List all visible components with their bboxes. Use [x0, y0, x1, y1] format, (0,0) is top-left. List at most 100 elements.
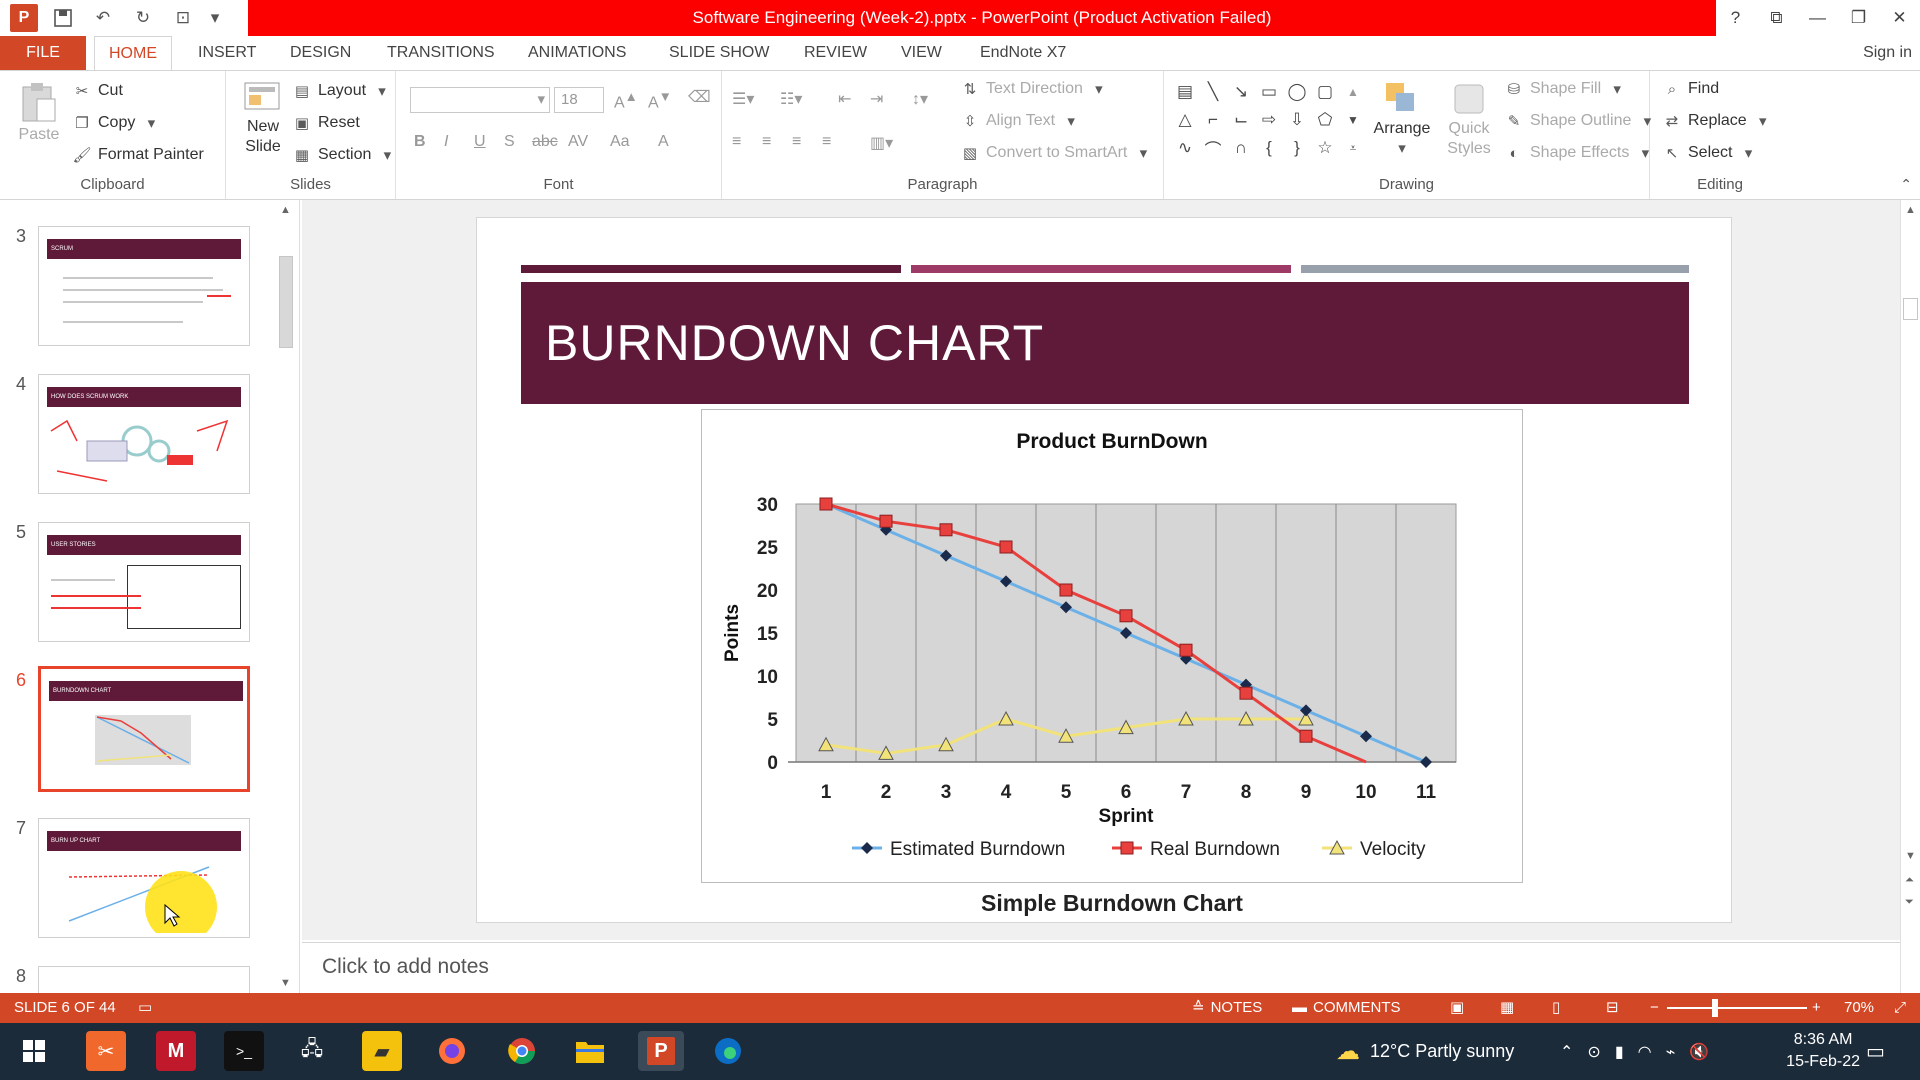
zoom-out-icon[interactable]: −	[1650, 999, 1659, 1016]
notes-pane[interactable]: Click to add notes	[302, 942, 1902, 993]
down-arrow-shape-icon[interactable]: ⇩	[1289, 110, 1305, 129]
bullets-icon[interactable]: ☰▾	[732, 91, 755, 108]
elbow-connector-shape-icon[interactable]: ⌐	[1208, 110, 1218, 129]
tab-insert[interactable]: INSERT	[198, 44, 257, 61]
copy-button[interactable]: ❐ Copy ▾	[72, 113, 161, 133]
left-brace-shape-icon[interactable]: {	[1266, 138, 1272, 157]
section-button[interactable]: ▦ Section ▾	[292, 145, 397, 165]
replace-button[interactable]: ⇄ Replace ▾	[1662, 111, 1773, 131]
tab-review[interactable]: REVIEW	[804, 44, 868, 61]
firefox-icon[interactable]	[432, 1031, 472, 1071]
shapes-more-icon[interactable]: ⩡	[1349, 140, 1357, 155]
tab-endnote[interactable]: EndNote X7	[980, 44, 1067, 61]
line-shape-icon[interactable]: ╲	[1207, 82, 1219, 101]
slide-scroll-thumb[interactable]	[1903, 298, 1918, 320]
save-icon[interactable]	[48, 4, 78, 32]
slide-title-banner[interactable]: BURNDOWN CHART	[521, 282, 1689, 404]
shape-fill-button[interactable]: ⛁ Shape Fill ▾	[1504, 79, 1627, 99]
new-slide-button[interactable]: New Slide	[232, 79, 294, 157]
notes-button[interactable]: ≙ NOTES	[1192, 993, 1262, 1023]
paste-button[interactable]: Paste	[14, 81, 64, 145]
shape-outline-button[interactable]: ✎ Shape Outline ▾	[1504, 111, 1657, 131]
align-text-button[interactable]: ⇳ Align Text ▾	[960, 111, 1081, 131]
convert-smartart-button[interactable]: ▧ Convert to SmartArt ▾	[960, 143, 1153, 163]
increase-indent-icon[interactable]: ⇥	[870, 91, 884, 108]
curve-shape-icon[interactable]: ∩	[1234, 138, 1248, 157]
system-clock[interactable]: 8:36 AM 15-Feb-22	[1786, 1029, 1860, 1073]
undo-icon[interactable]: ↶	[95, 8, 111, 27]
scroll-up-icon[interactable]: ▲	[1905, 204, 1916, 216]
slide-thumbnail-6[interactable]: BURNDOWN CHART	[38, 666, 250, 792]
close-button[interactable]: ✕	[1892, 8, 1907, 27]
oval-shape-icon[interactable]: ◯	[1287, 82, 1307, 101]
power-icon[interactable]: ⌁	[1665, 1043, 1676, 1061]
battery-icon[interactable]: ▮	[1614, 1043, 1624, 1061]
slideshow-view-icon[interactable]: ⊟	[1606, 999, 1619, 1016]
minimize-button[interactable]: —	[1809, 8, 1826, 27]
shapes-scroll-up-icon[interactable]: ▲	[1347, 85, 1359, 99]
terminal-icon[interactable]: >_	[224, 1031, 264, 1071]
decrease-indent-icon[interactable]: ⇤	[838, 91, 852, 108]
thumbnail-scrollbar[interactable]: ▲ ▼	[276, 204, 296, 989]
font-family-select[interactable]: ▾	[410, 87, 550, 113]
right-arrow-shape-icon[interactable]: ⇨	[1261, 110, 1277, 129]
sticky-notes-icon[interactable]: ▰	[362, 1031, 402, 1071]
select-button[interactable]: ↖ Select ▾	[1662, 143, 1758, 163]
arrow-line-shape-icon[interactable]: ↘	[1233, 82, 1249, 101]
reading-view-icon[interactable]: ▯	[1552, 999, 1561, 1016]
zoom-slider-thumb[interactable]	[1712, 999, 1718, 1017]
zoom-in-icon[interactable]: +	[1812, 999, 1821, 1016]
underline-button[interactable]: U	[474, 133, 486, 150]
ribbon-display-options-icon[interactable]: ⧉	[1770, 8, 1783, 27]
slide-thumbnail-4[interactable]: HOW DOES SCRUM WORK	[38, 374, 250, 494]
tab-transitions[interactable]: TRANSITIONS	[387, 44, 495, 61]
reset-button[interactable]: ▣ Reset	[292, 113, 360, 133]
slide-thumbnail-8[interactable]	[38, 966, 250, 993]
rounded-rectangle-shape-icon[interactable]: ▢	[1316, 82, 1334, 101]
edge-icon[interactable]	[708, 1031, 748, 1071]
fit-slide-icon[interactable]: ⤢	[1894, 999, 1907, 1016]
meet-now-icon[interactable]: ⊙	[1587, 1043, 1601, 1061]
scroll-down-icon[interactable]: ▼	[1905, 850, 1916, 862]
volume-muted-icon[interactable]: 🔇	[1689, 1043, 1710, 1061]
elbow-arrow-shape-icon[interactable]: ⌙	[1233, 110, 1249, 129]
burndown-chart[interactable]: Product BurnDown 0 5 10 15 20 25 30 1 2 3 4 5 6 7 8 9 10 1…	[701, 409, 1523, 883]
spell-check-icon[interactable]: ▭	[138, 999, 153, 1016]
character-spacing-button[interactable]: AV	[568, 133, 589, 150]
pentagon-shape-icon[interactable]: ⬠	[1317, 110, 1333, 129]
zoom-slider[interactable]	[1667, 1007, 1807, 1009]
zoom-level[interactable]: 70%	[1844, 999, 1875, 1016]
next-slide-icon[interactable]: ⏷	[1905, 896, 1914, 908]
rectangle-shape-icon[interactable]: ▭	[1260, 82, 1278, 101]
restore-button[interactable]: ❐	[1850, 8, 1867, 27]
notifications-icon[interactable]: ▭	[1866, 1041, 1885, 1063]
clear-formatting-icon[interactable]: ⌫	[688, 89, 711, 106]
snip-tool-icon[interactable]: ✂	[86, 1031, 126, 1071]
mendeley-icon[interactable]: M	[156, 1031, 196, 1071]
italic-button[interactable]: I	[444, 133, 449, 150]
freeform-shape-icon[interactable]: ∿	[1177, 138, 1193, 157]
customize-toolbar-icon[interactable]: ▾	[210, 8, 220, 27]
powerpoint-app-icon[interactable]: P	[10, 4, 38, 32]
columns-icon[interactable]: ▥▾	[870, 135, 894, 152]
format-painter-button[interactable]: 🖌 Format Painter	[72, 145, 203, 165]
previous-slide-icon[interactable]: ⏶	[1905, 874, 1914, 886]
weather-widget[interactable]: ☁ 12°C Partly sunny	[1336, 1023, 1514, 1080]
line-spacing-icon[interactable]: ↕▾	[912, 91, 929, 108]
thumbnail-scroll-thumb[interactable]	[279, 256, 293, 348]
align-left-icon[interactable]: ≡	[732, 133, 742, 150]
quick-styles-button[interactable]: Quick Styles	[1440, 79, 1498, 159]
chrome-icon[interactable]	[502, 1031, 542, 1071]
numbering-icon[interactable]: ☷▾	[780, 91, 803, 108]
slide-thumbnail-3[interactable]: SCRUM	[38, 226, 250, 346]
redo-icon[interactable]: ↻	[135, 8, 151, 27]
shape-effects-button[interactable]: ◐ Shape Effects ▾	[1504, 143, 1655, 163]
grow-font-icon[interactable]: A▲	[614, 89, 638, 112]
collapse-ribbon-icon[interactable]: ⌃	[1900, 176, 1912, 192]
tab-design[interactable]: DESIGN	[290, 44, 352, 61]
slide-sorter-icon[interactable]: ▦	[1500, 999, 1515, 1016]
strikethrough-button[interactable]: abc	[532, 133, 558, 150]
cut-button[interactable]: ✂ Cut	[72, 81, 123, 101]
start-from-beginning-icon[interactable]: ⊡	[175, 8, 191, 27]
arrange-button[interactable]: Arrange ▾	[1370, 79, 1434, 159]
